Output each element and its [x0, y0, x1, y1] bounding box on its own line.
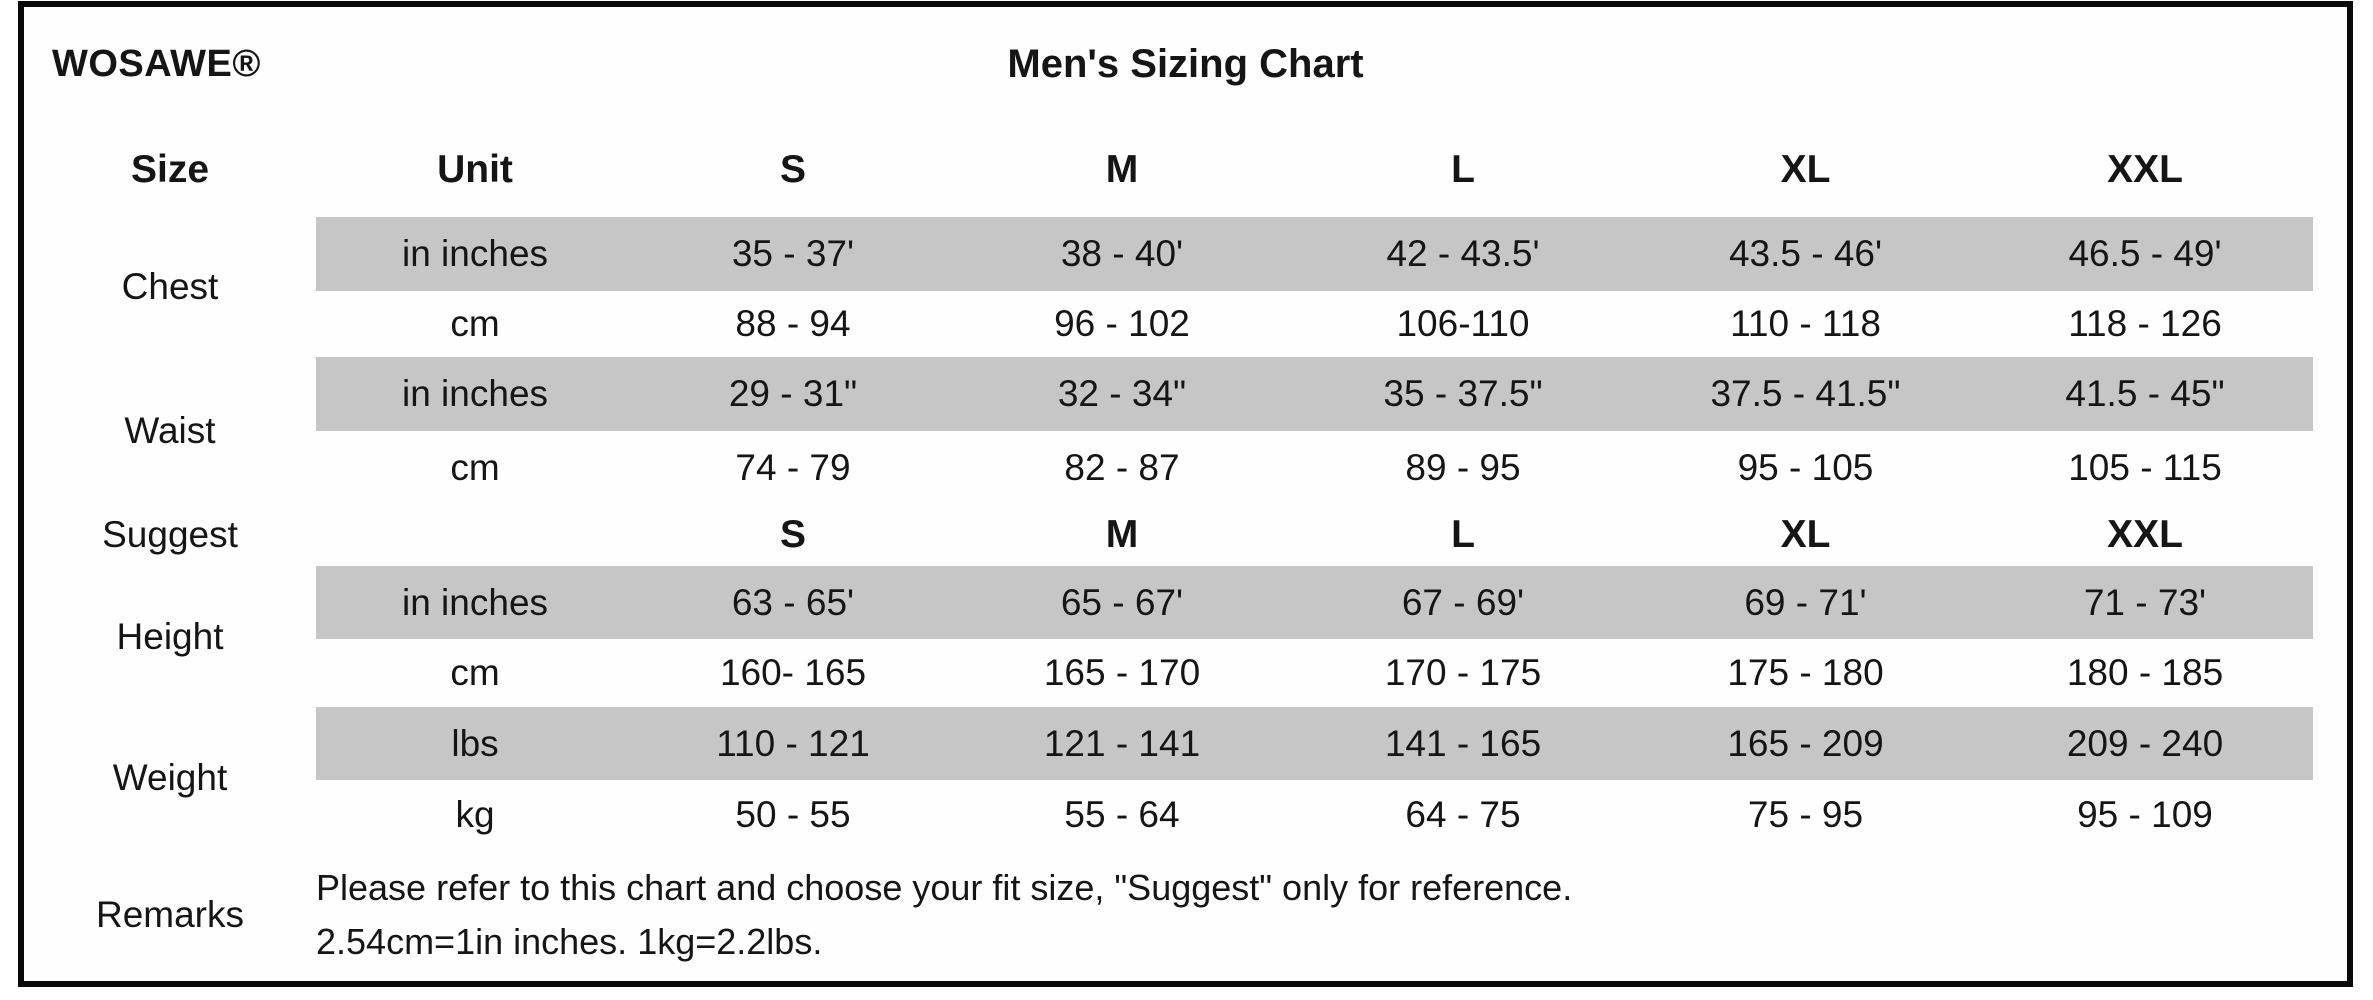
table-cell-waist-in-xl: 37.5 - 41.5" [1634, 357, 1977, 431]
table-cell-waist-in-l: 35 - 37.5" [1292, 357, 1634, 431]
table-cell-height-cm-xxl: 180 - 185 [2066, 652, 2224, 693]
remarks-text: Please refer to this chart and choose yo… [316, 849, 2313, 981]
suggest-size-l: L [1451, 513, 1475, 556]
table-cell-chest-in-s: 35 - 37' [634, 217, 952, 291]
unit-cell: in inches [316, 217, 634, 291]
table-cell-waist-in-xxl: 41.5 - 45" [1977, 357, 2313, 431]
suggest-size-s: S [779, 513, 806, 556]
table-cell-height-in-xl: 69 - 71' [1634, 566, 1977, 639]
table-cell-chest-in-xxl: 46.5 - 49' [1977, 217, 2313, 291]
table-cell-chest-in-xl: 43.5 - 46' [1634, 217, 1977, 291]
table-cell-weight-lbs-s: 110 - 121 [634, 707, 952, 780]
table-cell-waist-cm-l: 89 - 95 [1405, 446, 1521, 488]
table-cell-height-in-s: 63 - 65' [634, 566, 952, 639]
table-cell-waist-in-m: 32 - 34" [952, 357, 1292, 431]
table-cell-weight-kg-l: 64 - 75 [1405, 793, 1521, 835]
unit-cell: lbs [316, 707, 634, 780]
row-label-remarks: Remarks [95, 894, 245, 935]
row-label-suggest: Suggest [102, 514, 238, 555]
unit-cell: cm [450, 303, 500, 344]
table-cell-height-in-m: 65 - 67' [952, 566, 1292, 639]
row-label-weight: Weight [112, 757, 228, 798]
unit-cell: kg [455, 793, 495, 835]
table-cell-waist-cm-s: 74 - 79 [735, 446, 851, 488]
unit-cell: in inches [316, 357, 634, 431]
table-cell-waist-cm-m: 82 - 87 [1064, 446, 1180, 488]
table-cell-chest-cm-xl: 110 - 118 [1730, 303, 1881, 344]
column-header-m: M [1105, 147, 1139, 191]
sizing-chart-grid: Men's Sizing Chart WOSAWE® Size Unit S M… [24, 7, 2347, 981]
column-header-unit: Unit [437, 147, 513, 191]
column-header-s: S [779, 147, 806, 191]
table-cell-chest-cm-m: 96 - 102 [1054, 303, 1190, 344]
table-cell-height-in-xxl: 71 - 73' [1977, 566, 2313, 639]
suggest-size-xl: XL [1780, 513, 1831, 556]
table-cell-chest-cm-xxl: 118 - 126 [2068, 303, 2222, 344]
row-label-chest: Chest [121, 266, 219, 307]
table-cell-height-cm-xl: 175 - 180 [1727, 652, 1884, 693]
table-cell-chest-in-l: 42 - 43.5' [1292, 217, 1634, 291]
table-cell-weight-kg-xl: 75 - 95 [1747, 793, 1864, 835]
row-label-height: Height [116, 615, 224, 657]
table-cell-height-cm-l: 170 - 175 [1384, 652, 1542, 693]
table-cell-weight-kg-m: 55 - 64 [1064, 793, 1180, 835]
brand-logo-text: WOSAWE® [52, 43, 261, 85]
sizing-chart-table: Men's Sizing Chart WOSAWE® Size Unit S M… [18, 1, 2353, 987]
unit-cell: in inches [316, 566, 634, 639]
page-title: Men's Sizing Chart [1007, 42, 1364, 86]
table-cell-weight-lbs-m: 121 - 141 [952, 707, 1292, 780]
column-header-xl: XL [1780, 147, 1831, 191]
table-cell-chest-in-m: 38 - 40' [952, 217, 1292, 291]
table-cell-height-in-l: 67 - 69' [1292, 566, 1634, 639]
table-cell-weight-lbs-xxl: 209 - 240 [1977, 707, 2313, 780]
table-cell-waist-cm-xxl: 105 - 115 [2068, 446, 2222, 488]
column-header-size: Size [130, 147, 210, 191]
remarks-line-2: 2.54cm=1in inches. 1kg=2.2lbs. [316, 921, 823, 962]
suggest-size-xxl: XXL [2107, 513, 2183, 556]
unit-cell: cm [450, 446, 500, 488]
table-cell-weight-kg-xxl: 95 - 109 [2077, 793, 2213, 835]
column-header-xxl: XXL [2107, 147, 2183, 191]
table-cell-weight-lbs-xl: 165 - 209 [1634, 707, 1977, 780]
table-cell-height-cm-m: 165 - 170 [1043, 652, 1201, 693]
suggest-size-m: M [1105, 513, 1139, 556]
column-header-l: L [1451, 147, 1475, 191]
table-cell-weight-kg-s: 50 - 55 [735, 793, 851, 835]
table-cell-waist-cm-xl: 95 - 105 [1737, 446, 1874, 488]
table-cell-height-cm-s: 160- 165 [719, 652, 867, 693]
table-cell-weight-lbs-l: 141 - 165 [1292, 707, 1634, 780]
table-cell-chest-cm-s: 88 - 94 [735, 303, 851, 344]
table-cell-waist-in-s: 29 - 31" [634, 357, 952, 431]
unit-cell: cm [450, 652, 500, 693]
remarks-line-1: Please refer to this chart and choose yo… [316, 867, 1573, 908]
row-label-waist: Waist [124, 409, 216, 451]
table-cell-chest-cm-l: 106-110 [1396, 303, 1530, 344]
